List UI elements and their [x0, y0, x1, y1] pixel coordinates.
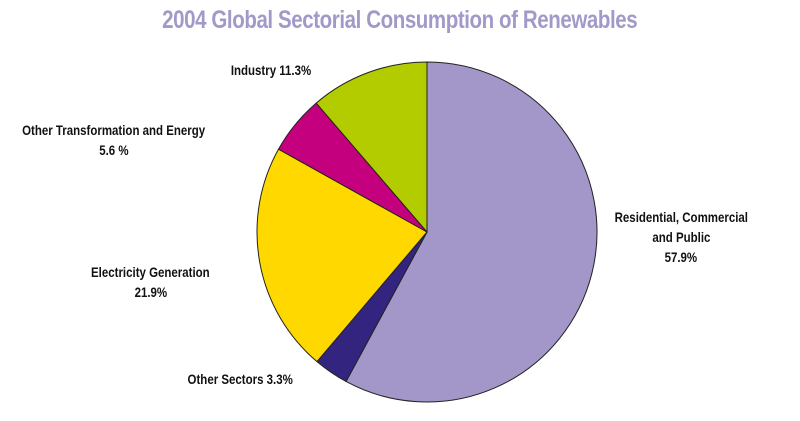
slice-label-electricity: Electricity Generation 21.9% [91, 264, 210, 300]
chart-title: 2004 Global Sectorial Consumption of Ren… [162, 6, 638, 34]
pie-slice-industry [315, 61, 428, 234]
pie-slice-residential-commercial-and-public [345, 61, 598, 403]
slice-label-other-transformation: Other Transformation and Energy 5.6 % [22, 122, 206, 158]
slice-label-residential: Residential, Commercial and Public 57.9% [614, 209, 748, 265]
slice-label-industry: Industry 11.3% [230, 62, 312, 78]
slice-label-other-sectors: Other Sectors 3.3% [187, 371, 293, 387]
pie-slice-electricity-generation [256, 148, 428, 363]
